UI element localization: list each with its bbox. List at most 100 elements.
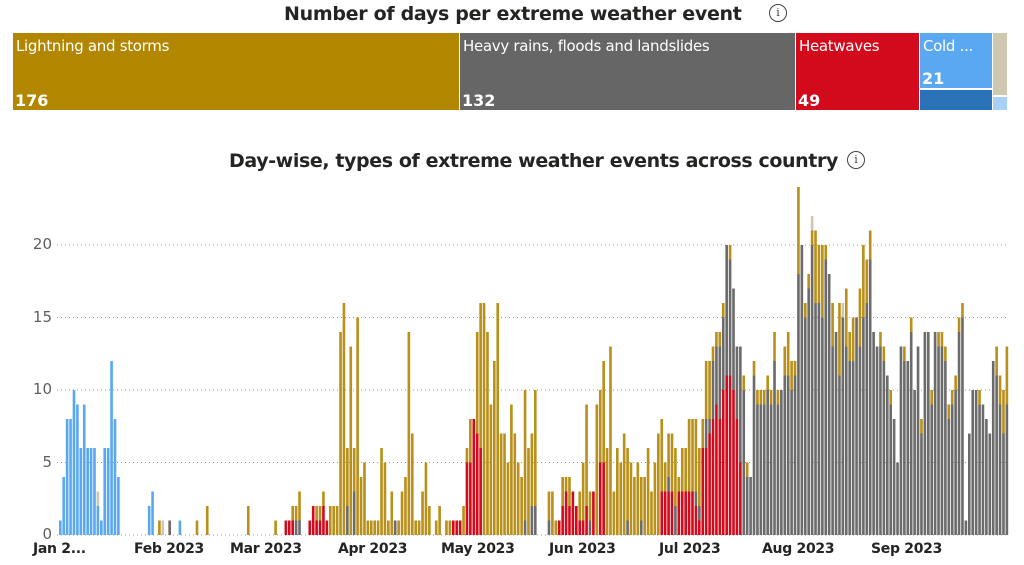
- bar-heatwave[interactable]: [704, 448, 708, 535]
- bar-storm[interactable]: [708, 361, 711, 419]
- bar-heatwave[interactable]: [284, 520, 288, 536]
- bar-storm[interactable]: [359, 477, 363, 535]
- bar-storm[interactable]: [547, 491, 551, 521]
- bar-rain[interactable]: [964, 520, 968, 536]
- bar-rain[interactable]: [971, 390, 975, 535]
- bar-rain[interactable]: [756, 404, 759, 536]
- bar-storm[interactable]: [564, 477, 568, 492]
- bar-rain[interactable]: [793, 375, 797, 536]
- bar-rain[interactable]: [920, 433, 923, 536]
- bar-storm[interactable]: [598, 390, 602, 463]
- bar-storm[interactable]: [158, 520, 161, 536]
- bar-heatwave[interactable]: [465, 462, 469, 536]
- bar-storm[interactable]: [670, 433, 674, 492]
- bar-storm[interactable]: [315, 506, 318, 521]
- bar-heatwave[interactable]: [602, 462, 605, 536]
- bar-cold[interactable]: [103, 448, 107, 535]
- bar-heatwave[interactable]: [739, 462, 742, 536]
- bar-rain[interactable]: [981, 404, 985, 536]
- bar-rain[interactable]: [667, 477, 670, 492]
- bar-rain[interactable]: [294, 520, 298, 536]
- bar-storm[interactable]: [660, 419, 664, 492]
- bar-heatwave[interactable]: [475, 433, 479, 536]
- bar-storm[interactable]: [783, 346, 787, 376]
- bar-rain[interactable]: [868, 259, 872, 536]
- bar-storm[interactable]: [616, 448, 619, 535]
- bar-rain[interactable]: [588, 520, 592, 536]
- bar-storm[interactable]: [944, 346, 947, 362]
- tile-cold[interactable]: Cold ... 21: [920, 33, 993, 89]
- bar-storm[interactable]: [400, 491, 404, 536]
- bar-heatwave[interactable]: [711, 419, 715, 535]
- bar-storm[interactable]: [650, 491, 653, 536]
- bar-storm[interactable]: [677, 477, 681, 492]
- tile-cold-secondary[interactable]: [920, 90, 993, 110]
- bar-rain[interactable]: [961, 317, 964, 536]
- bar-heatwave[interactable]: [479, 448, 482, 535]
- bar-rain[interactable]: [834, 332, 838, 535]
- bar-storm[interactable]: [646, 448, 650, 535]
- bar-rain[interactable]: [926, 332, 930, 535]
- bar-rain[interactable]: [773, 361, 776, 535]
- bar-rain[interactable]: [831, 346, 834, 536]
- bar-storm[interactable]: [957, 317, 961, 333]
- bar-storm[interactable]: [445, 520, 448, 536]
- bar-storm[interactable]: [862, 245, 865, 318]
- bar-heatwave[interactable]: [687, 491, 691, 536]
- bar-storm[interactable]: [756, 390, 759, 405]
- bar-cold[interactable]: [82, 404, 86, 536]
- bar-storm[interactable]: [496, 303, 500, 535]
- bar-heatwave[interactable]: [670, 491, 674, 536]
- bar-storm[interactable]: [342, 303, 346, 535]
- bar-storm[interactable]: [663, 462, 667, 492]
- bar-storm[interactable]: [397, 520, 400, 536]
- bar-rain[interactable]: [882, 361, 886, 535]
- bar-storm[interactable]: [410, 433, 414, 536]
- bar-rain[interactable]: [735, 346, 739, 420]
- bar-rain[interactable]: [885, 375, 889, 536]
- bar-storm[interactable]: [995, 346, 998, 376]
- bar-storm[interactable]: [434, 520, 438, 536]
- bar-storm[interactable]: [376, 520, 380, 536]
- bar-storm[interactable]: [291, 506, 294, 521]
- bar-rain[interactable]: [814, 303, 817, 535]
- bar-heatwave[interactable]: [725, 375, 728, 536]
- bar-heatwave[interactable]: [308, 520, 312, 536]
- bar-storm[interactable]: [851, 317, 855, 362]
- bar-cold[interactable]: [96, 506, 100, 535]
- bar-rain[interactable]: [752, 375, 756, 536]
- bar-heatwave[interactable]: [458, 520, 462, 536]
- bar-storm[interactable]: [527, 448, 530, 535]
- bar-storm[interactable]: [298, 491, 301, 521]
- bar-rain[interactable]: [694, 491, 698, 507]
- bar-storm[interactable]: [352, 448, 356, 492]
- bar-rain[interactable]: [732, 288, 735, 391]
- bar-cold[interactable]: [117, 477, 120, 535]
- bar-storm[interactable]: [797, 187, 800, 274]
- bar-rain[interactable]: [957, 332, 961, 535]
- bar-storm[interactable]: [844, 288, 848, 347]
- bar-storm[interactable]: [205, 506, 209, 535]
- bar-storm[interactable]: [766, 375, 769, 391]
- bar-storm[interactable]: [366, 520, 370, 536]
- bar-rain[interactable]: [923, 332, 927, 535]
- bar-storm[interactable]: [889, 390, 893, 405]
- bar-storm[interactable]: [807, 274, 810, 289]
- bar-storm[interactable]: [622, 433, 626, 536]
- bar-heatwave[interactable]: [575, 506, 578, 535]
- bar-storm[interactable]: [810, 230, 814, 246]
- bar-rain[interactable]: [745, 477, 749, 535]
- tile-heavy-rains[interactable]: Heavy rains, floods and landslides 132: [460, 33, 796, 110]
- bar-heatwave[interactable]: [561, 506, 564, 535]
- bar-heatwave[interactable]: [684, 491, 687, 536]
- bar-rain[interactable]: [780, 390, 783, 535]
- bar-storm[interactable]: [335, 506, 339, 535]
- bar-rain[interactable]: [803, 317, 807, 536]
- bar-storm[interactable]: [882, 346, 886, 362]
- bar-heatwave[interactable]: [568, 506, 571, 535]
- bar-storm[interactable]: [769, 390, 773, 405]
- bar-rain[interactable]: [824, 259, 828, 536]
- bar-storm[interactable]: [585, 404, 588, 507]
- bar-heatwave[interactable]: [578, 520, 582, 536]
- bar-storm[interactable]: [848, 332, 852, 361]
